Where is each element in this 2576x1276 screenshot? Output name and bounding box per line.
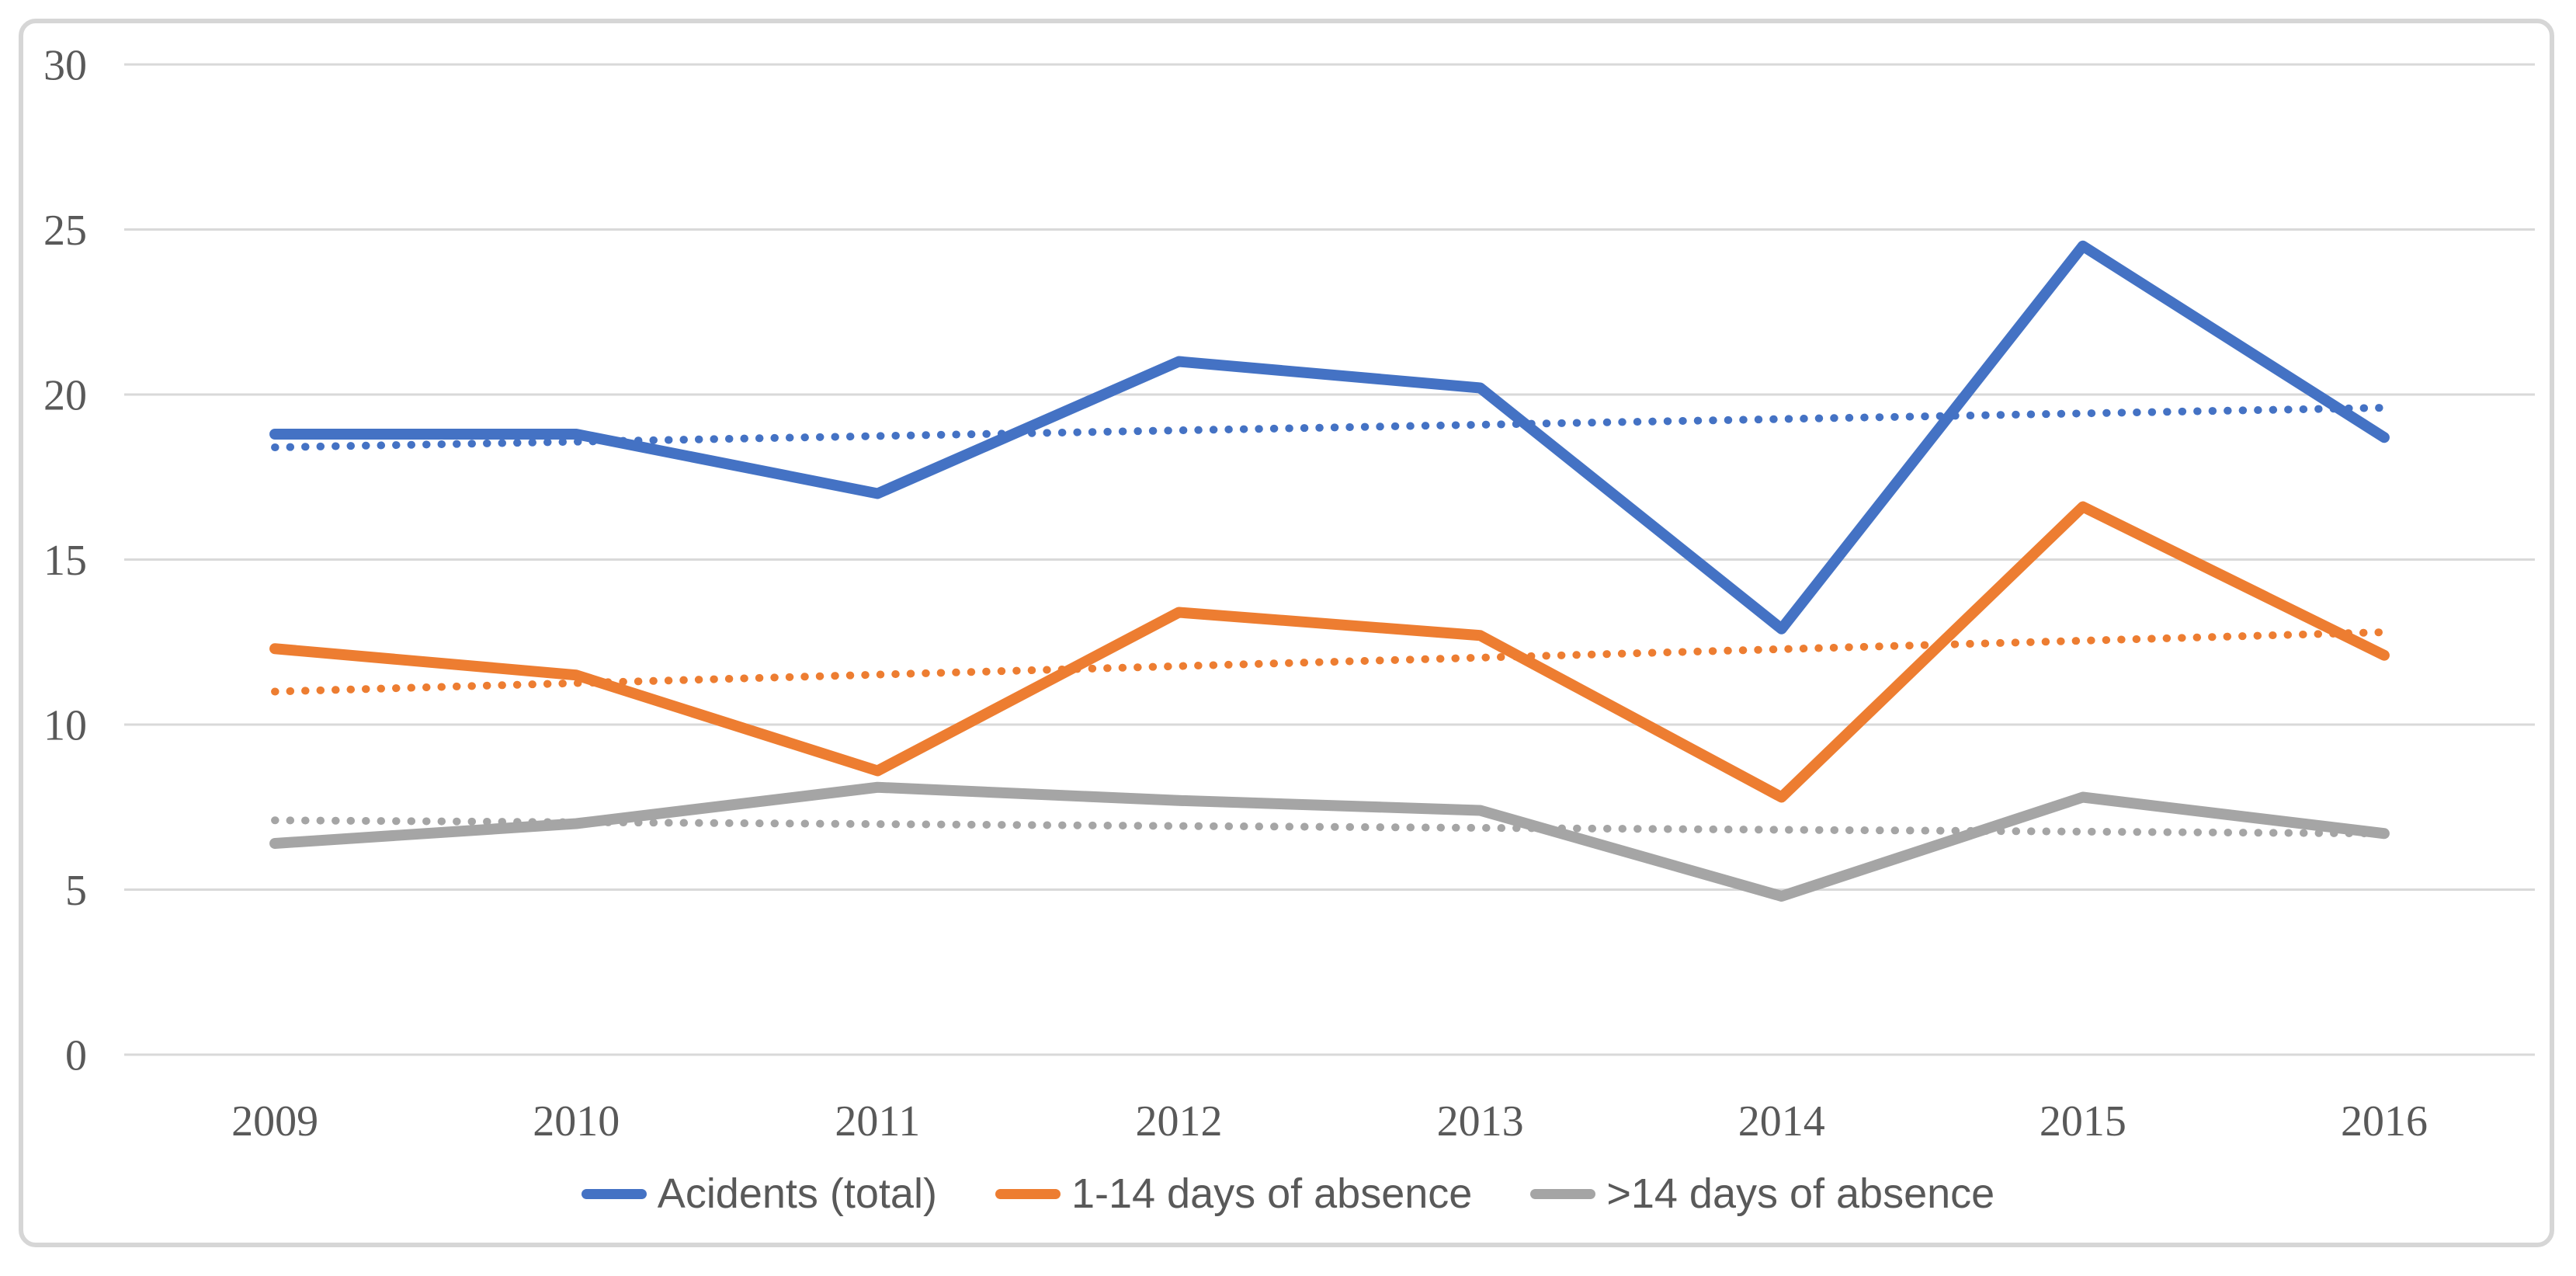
y-tick-label-5: 5	[65, 867, 87, 915]
series-line-0	[269, 240, 2390, 635]
legend-label-over-14-days: >14 days of absence	[1606, 1170, 1995, 1217]
series-line-2	[269, 781, 2390, 902]
x-tick-label-2011: 2011	[835, 1097, 920, 1146]
trendline-1	[271, 628, 2388, 696]
legend-label-accidents-total: Acidents (total)	[657, 1170, 937, 1217]
x-tick-label-2016: 2016	[2341, 1097, 2428, 1146]
gridlines	[124, 63, 2535, 1056]
y-tick-label-20: 20	[43, 372, 87, 420]
y-tick-label-0: 0	[65, 1032, 87, 1080]
x-tick-label-2015: 2015	[2040, 1097, 2126, 1146]
x-tick-label-2012: 2012	[1135, 1097, 1222, 1146]
y-tick-label-15: 15	[43, 537, 87, 585]
x-tick-label-2013: 2013	[1437, 1097, 1524, 1146]
x-tick-label-2009: 2009	[231, 1097, 318, 1146]
chart-frame	[19, 19, 2554, 1247]
y-axis-tick-labels: 0 5 10 15 20 25 30	[43, 42, 87, 1080]
x-axis-tick-labels: 2009 2010 2011 2012 2013 2014 2015 2016	[231, 1097, 2428, 1146]
series-lines	[269, 240, 2390, 902]
legend-item-accidents-total: Acidents (total)	[581, 1170, 937, 1217]
y-tick-label-30: 30	[43, 42, 87, 90]
legend: Acidents (total) 1-14 days of absence >1…	[0, 1170, 2576, 1217]
y-tick-label-25: 25	[43, 207, 87, 255]
y-tick-label-10: 10	[43, 702, 87, 750]
legend-item-1-14-days: 1-14 days of absence	[995, 1170, 1473, 1217]
legend-marker-over-14-days-icon	[1530, 1189, 1596, 1200]
legend-label-1-14-days: 1-14 days of absence	[1071, 1170, 1473, 1217]
x-tick-label-2010: 2010	[533, 1097, 620, 1146]
x-tick-label-2014: 2014	[1738, 1097, 1825, 1146]
legend-marker-accidents-total-icon	[581, 1189, 647, 1200]
series-line-1	[269, 501, 2390, 803]
legend-item-over-14-days: >14 days of absence	[1530, 1170, 1995, 1217]
legend-marker-1-14-days-icon	[995, 1189, 1061, 1200]
